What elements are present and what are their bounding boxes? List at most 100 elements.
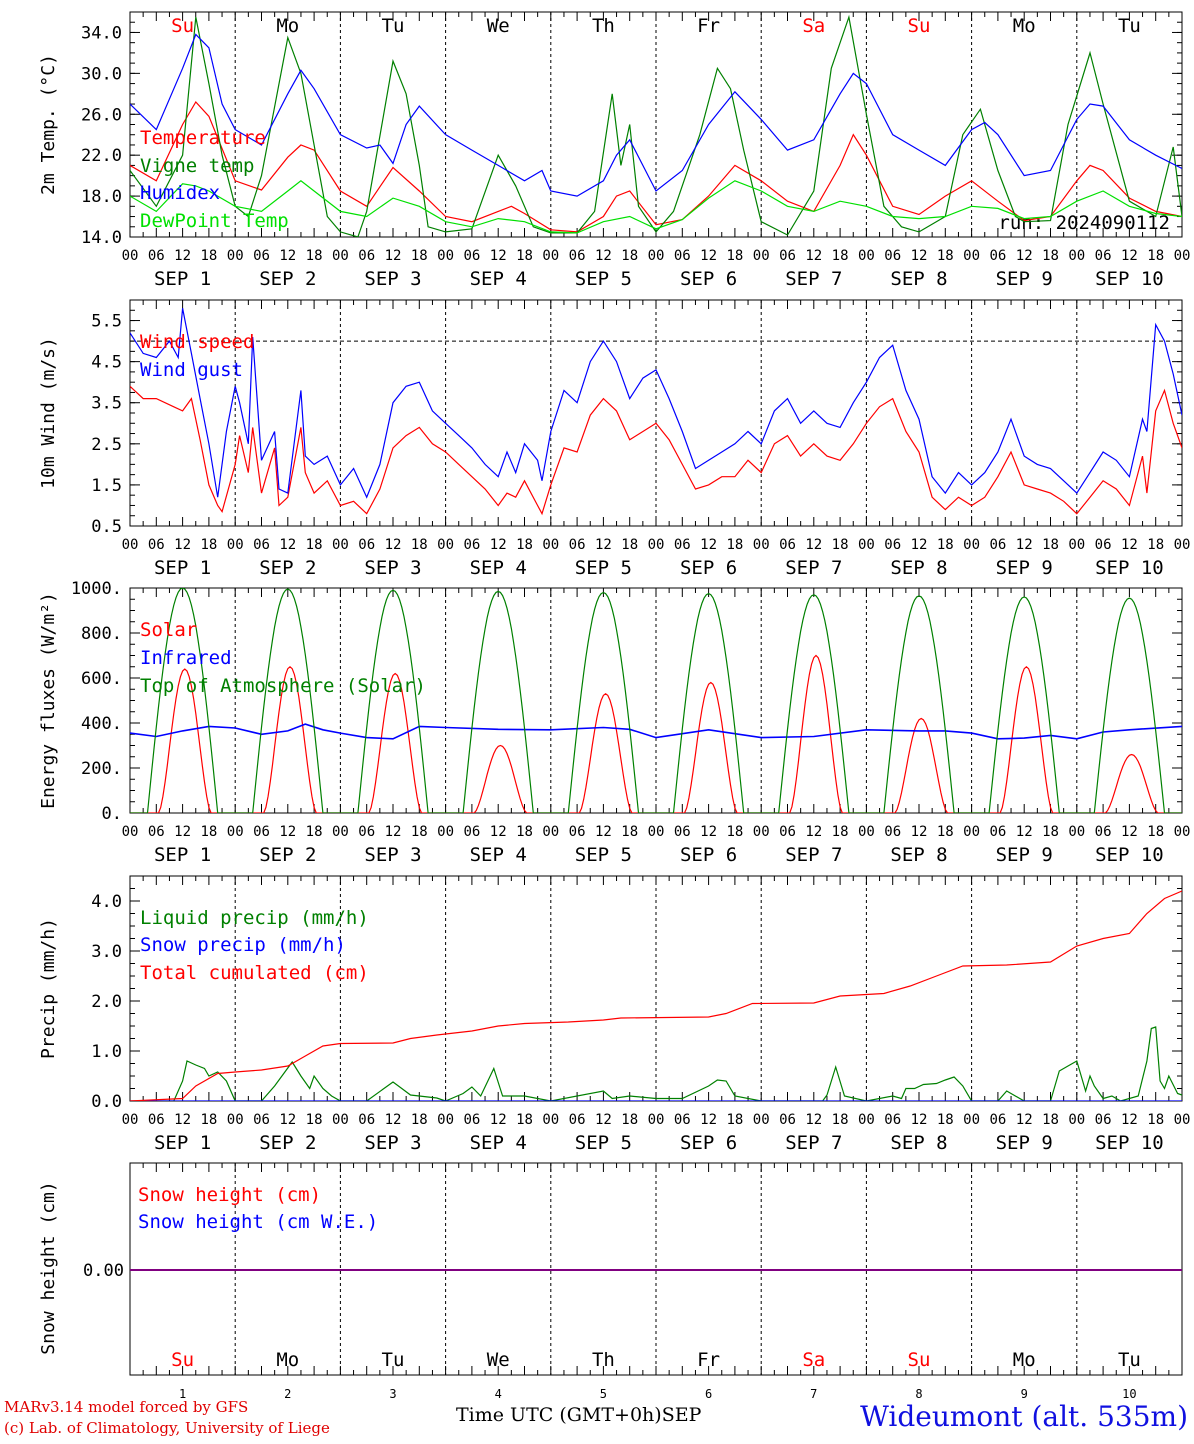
day-number: 8 — [915, 1387, 922, 1401]
y-tick-label: 2.5 — [91, 435, 122, 455]
date-label: SEP 4 — [470, 557, 527, 579]
hour-tick-label: 06 — [148, 248, 165, 264]
series-solar — [130, 654, 1182, 813]
series-infrared — [130, 723, 1182, 740]
date-label: SEP 5 — [575, 268, 632, 290]
day-label: Mo — [276, 1349, 299, 1371]
hour-tick-label: 06 — [463, 1112, 480, 1128]
day-number: 7 — [810, 1387, 817, 1401]
hour-tick-label: 12 — [1016, 248, 1033, 264]
hour-tick-label: 18 — [516, 1112, 533, 1128]
hour-tick-label: 00 — [1068, 824, 1085, 840]
hour-tick-label: 18 — [1147, 248, 1164, 264]
time-axis-label: Time UTC (GMT+0h)SEP — [456, 1404, 701, 1426]
legend-entry: Humidex — [140, 182, 220, 204]
hour-tick-label: 12 — [805, 537, 822, 553]
hour-tick-label: 06 — [884, 824, 901, 840]
y-tick-label: 3.5 — [91, 394, 122, 414]
date-label: SEP 3 — [364, 1132, 421, 1154]
y-axis-label: 2m Temp. (°C) — [38, 54, 59, 195]
panel-frame — [129, 11, 1183, 238]
hour-tick-label: 12 — [1016, 824, 1033, 840]
series-wind-gust — [130, 308, 1182, 499]
day-label: Su — [908, 15, 931, 37]
legend-entry: DewPoint Temp — [140, 210, 289, 232]
y-tick-label: 5.5 — [91, 312, 122, 332]
hour-tick-label: 00 — [963, 537, 980, 553]
hour-tick-label: 12 — [1121, 248, 1138, 264]
y-tick-label: 18.0 — [81, 187, 122, 207]
hour-tick-label: 06 — [148, 537, 165, 553]
hour-tick-label: 00 — [963, 824, 980, 840]
hour-tick-label: 00 — [542, 1112, 559, 1128]
y-tick-label: 14.0 — [81, 228, 122, 248]
date-label: SEP 5 — [575, 844, 632, 866]
series-vigne-temp — [130, 14, 1182, 237]
day-number: 3 — [389, 1387, 396, 1401]
hour-tick-label: 00 — [858, 248, 875, 264]
hour-tick-label: 12 — [279, 537, 296, 553]
hour-tick-label: 18 — [200, 248, 217, 264]
date-label: SEP 4 — [470, 844, 527, 866]
hour-tick-label: 06 — [569, 248, 586, 264]
day-label: Su — [908, 1349, 931, 1371]
hour-tick-label: 00 — [1174, 537, 1191, 553]
hour-tick-label: 00 — [122, 537, 139, 553]
date-label: SEP 1 — [154, 268, 211, 290]
hour-tick-label: 18 — [200, 1112, 217, 1128]
day-label: We — [487, 1349, 510, 1371]
day-label: Su — [171, 1349, 194, 1371]
legend-entry: Liquid precip (mm/h) — [140, 907, 369, 929]
y-axis-label: Energy fluxes (W/m²) — [38, 592, 59, 809]
series-wind-speed — [130, 385, 1182, 516]
hour-tick-label: 06 — [989, 537, 1006, 553]
date-label: SEP 2 — [259, 1132, 316, 1154]
hour-tick-label: 06 — [779, 1112, 796, 1128]
hour-tick-label: 12 — [595, 1112, 612, 1128]
day-label: We — [487, 15, 510, 37]
panel-precip: 0.0 1.0 2.0 3.0 4.0 Precip (mm/h) 00 06 12 18 SEP … — [38, 875, 1190, 1154]
hour-tick-label: 06 — [463, 248, 480, 264]
hour-tick-label: 18 — [306, 537, 323, 553]
hour-tick-label: 18 — [621, 1112, 638, 1128]
date-label: SEP 7 — [785, 557, 842, 579]
date-label: SEP 3 — [364, 268, 421, 290]
y-tick-label: 30.0 — [81, 64, 122, 84]
hour-tick-label: 18 — [306, 248, 323, 264]
hour-tick-label: 06 — [463, 824, 480, 840]
date-label: SEP 1 — [154, 844, 211, 866]
hour-tick-label: 12 — [490, 537, 507, 553]
hour-tick-label: 00 — [858, 1112, 875, 1128]
day-number: 9 — [1021, 1387, 1028, 1401]
y-axis-label: 10m Wind (m/s) — [38, 337, 59, 489]
hour-tick-label: 12 — [805, 824, 822, 840]
date-label: SEP 6 — [680, 844, 737, 866]
y-tick-label: 4.5 — [91, 353, 122, 373]
hour-tick-label: 18 — [726, 537, 743, 553]
hour-tick-label: 06 — [884, 248, 901, 264]
date-label: SEP 6 — [680, 557, 737, 579]
hour-tick-label: 18 — [832, 537, 849, 553]
day-label: Mo — [1013, 15, 1036, 37]
hour-tick-label: 00 — [122, 248, 139, 264]
hour-tick-label: 12 — [1121, 824, 1138, 840]
hour-tick-label: 06 — [1095, 824, 1112, 840]
day-label: Fr — [697, 15, 720, 37]
legend-entry: Infrared — [140, 647, 232, 669]
date-label: SEP 5 — [575, 1132, 632, 1154]
series-humidex — [130, 33, 1182, 197]
hour-tick-label: 18 — [1042, 248, 1059, 264]
date-label: SEP 8 — [890, 844, 947, 866]
hour-tick-label: 06 — [674, 824, 691, 840]
hour-tick-label: 06 — [1095, 537, 1112, 553]
day-label: Th — [592, 1349, 615, 1371]
hour-tick-label: 00 — [1174, 824, 1191, 840]
hour-tick-label: 18 — [621, 537, 638, 553]
hour-tick-label: 18 — [516, 537, 533, 553]
hour-tick-label: 00 — [963, 1112, 980, 1128]
hour-tick-label: 12 — [490, 1112, 507, 1128]
hour-tick-label: 12 — [279, 1112, 296, 1128]
day-label: Tu — [1118, 15, 1141, 37]
hour-tick-label: 00 — [542, 537, 559, 553]
